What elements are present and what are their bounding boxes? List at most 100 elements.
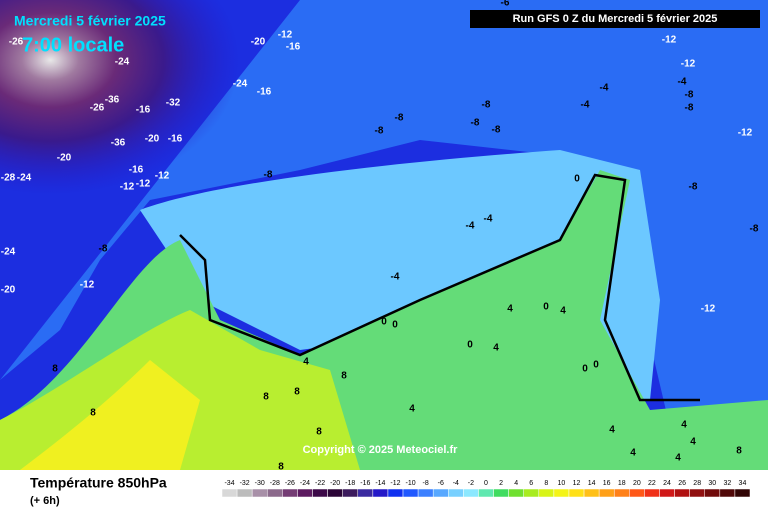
contour-label: -12 <box>136 179 151 190</box>
contour-label: 4 <box>690 437 696 448</box>
scale-label: 14 <box>588 480 596 487</box>
scale-label: -16 <box>360 480 370 487</box>
scale-label: -30 <box>255 480 265 487</box>
scale-label: 10 <box>558 480 566 487</box>
scale-swatch <box>613 488 630 498</box>
contour-label: 4 <box>560 306 566 317</box>
scale-label: -20 <box>330 480 340 487</box>
scale-label: -34 <box>224 480 234 487</box>
contour-label: -26 <box>9 37 24 48</box>
contour-label: -4 <box>484 214 493 225</box>
contour-label: -24 <box>17 173 32 184</box>
contour-label: -8 <box>685 103 694 114</box>
local-time: 7:00 locale <box>22 34 124 56</box>
scale-swatch <box>568 488 585 498</box>
scale-swatch <box>659 488 675 498</box>
contour-label: -8 <box>375 126 384 137</box>
scale-label: -32 <box>240 480 250 487</box>
scale-label: -2 <box>468 480 474 487</box>
scale-swatch <box>478 488 494 498</box>
warmest-region <box>20 360 200 470</box>
contour-label: -36 <box>105 95 120 106</box>
contour-label: 8 <box>294 387 300 398</box>
scale-swatch <box>251 488 268 498</box>
contour-label: 4 <box>675 453 681 464</box>
contour-label: -8 <box>492 125 501 136</box>
contour-label: -16 <box>286 42 301 53</box>
contour-label: 4 <box>303 357 309 368</box>
contour-label: -8 <box>685 90 694 101</box>
contour-label: -8 <box>395 113 404 124</box>
scale-label: 12 <box>573 480 581 487</box>
scale-swatch <box>327 488 343 498</box>
scale-swatch <box>402 488 419 498</box>
scale-swatch <box>387 488 404 498</box>
contour-label: 0 <box>593 360 599 371</box>
scale-swatch <box>236 488 253 498</box>
contour-label: -12 <box>278 30 293 41</box>
contour-label: -8 <box>482 100 491 111</box>
contour-label: -20 <box>57 153 72 164</box>
contour-label: -20 <box>251 37 266 48</box>
contour-label: -12 <box>738 128 753 139</box>
contour-label: 0 <box>381 317 387 328</box>
scale-swatch <box>674 488 690 498</box>
scale-label: -10 <box>406 480 416 487</box>
scale-swatch <box>267 488 283 498</box>
scale-swatch <box>508 488 524 498</box>
scale-label: 22 <box>648 480 656 487</box>
scale-label: 8 <box>544 480 548 487</box>
contour-label: 8 <box>341 371 347 382</box>
footer-title: Température 850hPa <box>30 475 167 491</box>
copyright: Copyright © 2025 Meteociel.fr <box>303 444 459 456</box>
contour-label: 0 <box>467 340 473 351</box>
contour-label: -16 <box>136 105 151 116</box>
contour-label: -6 <box>501 0 510 9</box>
contour-label: -12 <box>701 304 716 315</box>
scale-swatch <box>221 488 238 498</box>
scale-label: 30 <box>708 480 716 487</box>
scale-label: 20 <box>633 480 641 487</box>
scale-swatch <box>432 488 449 498</box>
contour-label: 8 <box>52 364 58 375</box>
sea-region <box>0 0 768 470</box>
contour-label: -8 <box>471 118 480 129</box>
scale-label: -22 <box>315 480 325 487</box>
scale-label: 4 <box>514 480 518 487</box>
contour-label: -32 <box>166 98 181 109</box>
color-scale: -34 -32 -30 -28 -26 -24 -22 -20 -18 -16 -14 -12 -10-… <box>221 480 751 498</box>
date: Mercredi 5 février 2025 <box>14 13 166 29</box>
scale-swatch <box>448 488 464 498</box>
contour-label: 4 <box>409 404 415 415</box>
contour-label: 0 <box>543 302 549 313</box>
scale-swatch <box>282 488 298 498</box>
contour-label: -12 <box>120 182 135 193</box>
contour-label: -12 <box>80 280 95 291</box>
scale-swatch <box>493 488 509 498</box>
run-banner <box>470 10 760 28</box>
scale-swatch <box>417 488 434 498</box>
contour-label: -20 <box>1 285 16 296</box>
scale-swatch <box>357 488 374 498</box>
contour-label: -24 <box>233 79 248 90</box>
contour-label: 4 <box>609 425 615 436</box>
contour-label: -12 <box>662 35 677 46</box>
scale-swatch <box>312 488 328 498</box>
contour-label: 0 <box>582 364 588 375</box>
scale-label: -24 <box>300 480 310 487</box>
scale-swatch <box>644 488 660 498</box>
contour-label: 4 <box>493 343 499 354</box>
contour-label: 0 <box>392 320 398 331</box>
contour-label: 4 <box>507 304 513 315</box>
contour-label: -8 <box>689 182 698 193</box>
contour-labels: -12-16-20-24-26-24-16-26-36 -32-16-36 -20-… <box>1 0 759 473</box>
scale-label: 24 <box>663 480 671 487</box>
contour-label: 8 <box>263 392 269 403</box>
contour-label: 4 <box>681 420 687 431</box>
contour-label: -4 <box>678 77 687 88</box>
scale-label: 0 <box>484 480 488 487</box>
arctic-region <box>0 0 420 300</box>
contour-label: 4 <box>630 448 636 459</box>
scale-swatch <box>538 488 555 498</box>
contour-label: -26 <box>90 103 105 114</box>
